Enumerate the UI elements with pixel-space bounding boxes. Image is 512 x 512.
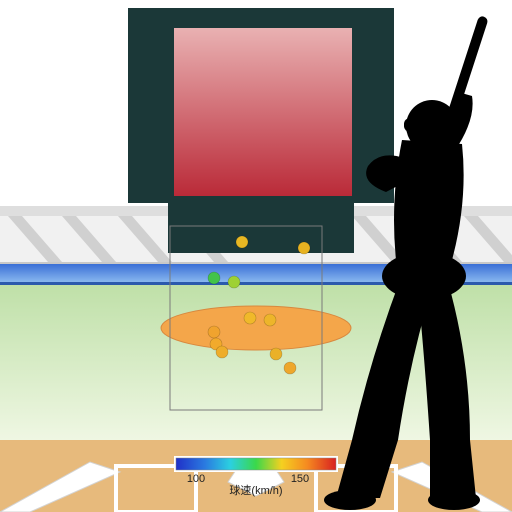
pitch-marker (264, 314, 276, 326)
colorbar-axis-label: 球速(km/h) (229, 483, 282, 497)
scoreboard-screen (174, 28, 352, 196)
pitch-marker (216, 346, 228, 358)
pitch-marker (270, 348, 282, 360)
pitch-marker (236, 236, 248, 248)
pitch-marker (298, 242, 310, 254)
pitch-location-chart: 100 150 球速(km/h) (0, 0, 512, 512)
colorbar (176, 458, 336, 470)
pitch-marker (208, 272, 220, 284)
pitch-marker (228, 276, 240, 288)
pitch-marker (244, 312, 256, 324)
pitch-marker (208, 326, 220, 338)
pitch-marker (284, 362, 296, 374)
colorbar-tick-label: 100 (187, 473, 205, 485)
colorbar-tick-label: 150 (291, 473, 309, 485)
